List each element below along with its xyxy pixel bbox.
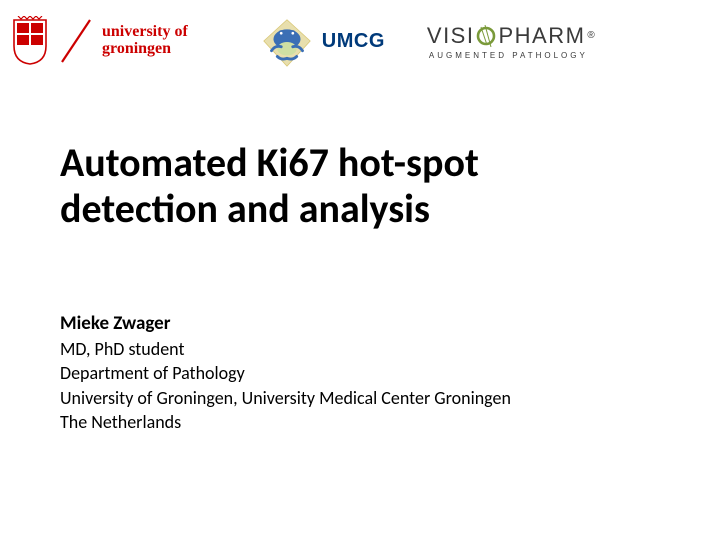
umcg-wordmark: UMCG bbox=[322, 30, 385, 53]
rug-wordmark: university of groningen bbox=[102, 24, 188, 58]
author-affiliation-1: MD, PhD student bbox=[60, 337, 660, 361]
visio-post: PHARM bbox=[498, 23, 585, 49]
visio-pre: VISI bbox=[427, 23, 475, 49]
author-affiliation-2: Department of Pathology bbox=[60, 361, 660, 385]
umcg-frog-icon bbox=[258, 12, 316, 70]
slide-title: Automated Ki67 hot-spot detection and an… bbox=[60, 140, 660, 232]
logo-visiopharm: VISI PHARM ® AUGMENTED PATHOLOGY bbox=[427, 23, 596, 60]
author-name: Mieke Zwager bbox=[60, 312, 660, 335]
rug-crest-icon bbox=[10, 16, 50, 66]
visio-registered: ® bbox=[587, 30, 596, 41]
rug-slash-icon bbox=[56, 16, 96, 66]
logo-row: university of groningen UMCG VISI bbox=[0, 0, 720, 70]
logo-university-of-groningen: university of groningen bbox=[10, 16, 188, 66]
rug-text-line1: university of bbox=[102, 24, 188, 41]
logo-umcg: UMCG bbox=[258, 12, 385, 70]
visiopharm-tagline: AUGMENTED PATHOLOGY bbox=[429, 51, 588, 60]
rug-text-line2: groningen bbox=[102, 41, 188, 58]
title-line2: detection and analysis bbox=[60, 184, 430, 233]
visiopharm-wordmark: VISI PHARM ® bbox=[427, 23, 596, 49]
author-affiliation-4: The Netherlands bbox=[60, 410, 660, 434]
visio-o-icon bbox=[475, 23, 497, 49]
author-affiliation-3: University of Groningen, University Medi… bbox=[60, 386, 660, 410]
title-line1: Automated Ki67 hot-spot bbox=[60, 138, 479, 187]
slide-content: Automated Ki67 hot-spot detection and an… bbox=[0, 70, 720, 434]
